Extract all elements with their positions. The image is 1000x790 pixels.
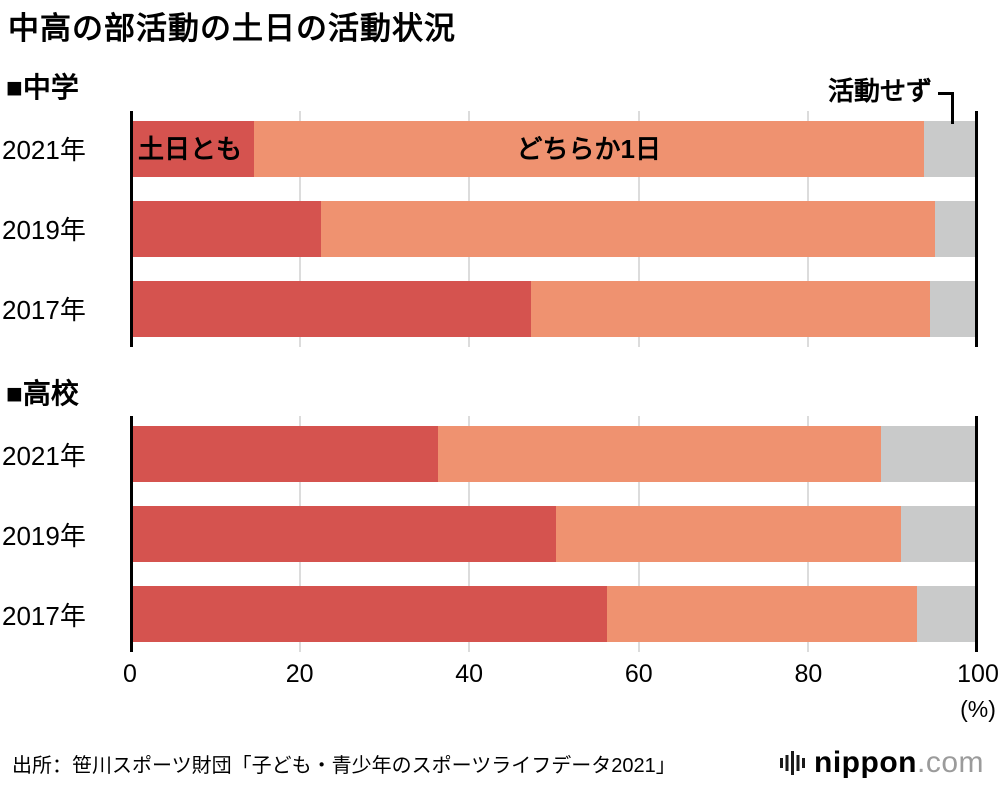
bar-segment	[130, 280, 532, 337]
x-tick-80: 80	[794, 660, 823, 689]
y-axis-line	[130, 110, 133, 347]
bar-segment	[130, 586, 607, 643]
bar-segment: どちらか1日	[253, 120, 924, 177]
x-tick-40: 40	[455, 660, 484, 689]
bar-row-2019年: 2019年	[0, 506, 1000, 563]
right-boundary-line	[975, 416, 978, 653]
source-credit: 出所：笹川スポーツ財団「子ども・青少年のスポーツライフデータ2021」	[12, 754, 676, 777]
series-label: どちらか1日	[516, 133, 661, 164]
bar-segment: 土日とも	[130, 120, 254, 177]
series-label: 土日とも	[138, 133, 243, 164]
bar-segment	[900, 506, 978, 563]
bar-row-2017年: 2017年	[0, 586, 1000, 643]
x-tick-20: 20	[285, 660, 314, 689]
x-tick-100: 100	[957, 660, 999, 689]
bar-segment	[916, 586, 978, 643]
bar-row-2021年: 2021年 土日とも どちらか1日	[0, 120, 1000, 177]
bar-track: 土日とも どちらか1日	[130, 120, 978, 177]
bar-segment	[881, 426, 978, 483]
category-label: 2021年	[2, 440, 86, 471]
x-tick-60: 60	[624, 660, 653, 689]
bar-row-2021年: 2021年	[0, 426, 1000, 483]
bar-segment	[130, 506, 556, 563]
bar-segment	[929, 280, 978, 337]
chart-section-junior-high: ■中学 活動せず 2021年 土日とも どちらか1日 2019年 2017年	[0, 71, 1000, 347]
bar-track	[130, 506, 978, 563]
category-label: 2017年	[2, 600, 86, 631]
bar-track	[130, 280, 978, 337]
x-axis: 0 20 40 60 80 100 (%)	[123, 652, 999, 730]
bar-segment	[130, 426, 438, 483]
bar-row-2017年: 2017年	[0, 280, 1000, 337]
category-label: 2019年	[2, 520, 86, 551]
bar-track	[130, 586, 978, 643]
bar-segment	[923, 120, 978, 177]
bar-chart-high-school: 2021年 2019年 2017年	[0, 416, 1000, 653]
category-label: 2019年	[2, 215, 86, 246]
bar-track	[130, 426, 978, 483]
annotation-connector-line	[938, 91, 954, 124]
soundwave-icon	[780, 751, 806, 775]
annotation-no-activity: 活動せず	[827, 75, 954, 124]
bar-row-2019年: 2019年	[0, 200, 1000, 257]
logo-text: nippon	[814, 746, 917, 779]
bar-segment	[606, 586, 917, 643]
category-label: 2021年	[2, 135, 86, 166]
bar-segment	[437, 426, 882, 483]
annotation-label: 活動せず	[827, 75, 932, 106]
bar-chart-junior-high: 活動せず 2021年 土日とも どちらか1日 2019年 2017年	[0, 76, 1000, 347]
right-boundary-line	[975, 110, 978, 347]
bar-segment	[320, 200, 935, 257]
y-axis-line	[130, 416, 133, 653]
axis-unit-label: (%)	[960, 696, 996, 723]
logo-suffix: .com	[916, 746, 984, 779]
category-label: 2017年	[2, 295, 86, 326]
bar-segment	[555, 506, 901, 563]
section-title-junior-high: ■中学	[6, 72, 79, 104]
nippon-logo[interactable]: nippon .com	[780, 746, 984, 780]
footer: 出所：笹川スポーツ財団「子ども・青少年のスポーツライフデータ2021」 nipp…	[12, 746, 984, 780]
bar-segment	[531, 280, 930, 337]
x-tick-0: 0	[123, 660, 137, 689]
bar-segment	[130, 200, 321, 257]
bar-segment	[934, 200, 978, 257]
section-title-high-school: ■高校	[6, 377, 79, 409]
chart-section-high-school: ■高校 2021年 2019年 2017年	[0, 377, 1000, 653]
page-title: 中高の部活動の土日の活動状況	[8, 11, 456, 46]
bar-track	[130, 200, 978, 257]
